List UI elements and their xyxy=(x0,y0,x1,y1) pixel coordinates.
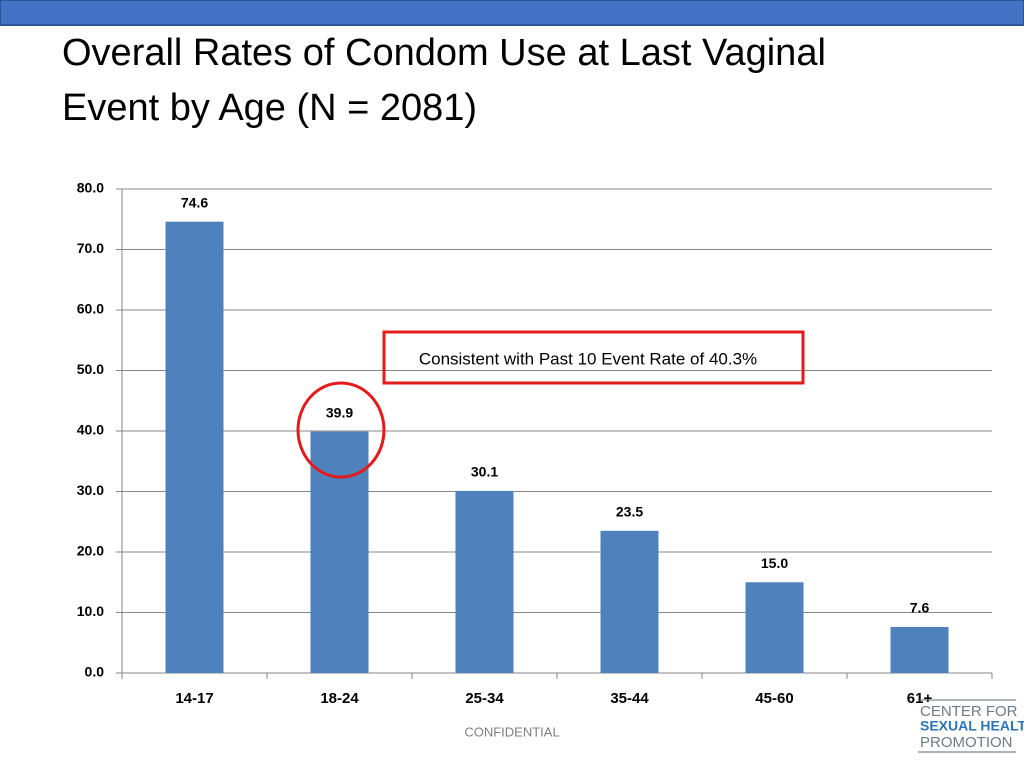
y-tick-label: 0.0 xyxy=(85,664,105,680)
bar xyxy=(745,582,804,673)
logo: CENTER FOR SEXUAL HEALTH PROMOTION xyxy=(918,699,1024,753)
y-tick-label: 20.0 xyxy=(77,543,104,559)
slide-title: Overall Rates of Condom Use at Last Vagi… xyxy=(62,32,826,129)
data-label: 39.9 xyxy=(326,404,353,420)
x-tick-label: 25-34 xyxy=(465,690,504,707)
footer: CONFIDENTIAL xyxy=(464,724,559,739)
bar xyxy=(890,627,949,673)
plot: 0.0 10.0 20.0 30.0 40.0 50.0 60.0 70.0 80.0 14-17… xyxy=(77,180,993,707)
bar xyxy=(455,490,514,673)
data-label: 7.6 xyxy=(910,600,930,616)
y-tick-label: 80.0 xyxy=(77,180,104,196)
title-line: Event by Age (N = 2081) xyxy=(62,87,477,129)
data-label: 23.5 xyxy=(616,504,643,520)
y-tick-label: 30.0 xyxy=(77,482,104,498)
annotation: Consistent with Past 10 Event Rate of 40… xyxy=(419,349,757,368)
data-label: 30.1 xyxy=(471,464,498,480)
annotation-box xyxy=(382,330,805,385)
y-tick-label: 10.0 xyxy=(77,603,104,619)
y-tick-label: 70.0 xyxy=(77,240,104,256)
logo-text: SEXUAL HEALTH xyxy=(920,718,1024,734)
x-tick-label: 35-44 xyxy=(610,690,649,707)
title-line: Overall Rates of Condom Use at Last Vagi… xyxy=(62,32,826,74)
highlight-circle xyxy=(296,381,386,479)
bar xyxy=(600,530,659,673)
y-tick-label: 50.0 xyxy=(77,361,104,377)
x-tick-label: 45-60 xyxy=(755,690,793,707)
x-tick-label: 18-24 xyxy=(320,690,359,707)
x-tick-label: 14-17 xyxy=(175,690,213,707)
logo-text: PROMOTION xyxy=(920,734,1013,751)
data-label: 74.6 xyxy=(181,194,208,210)
bar xyxy=(165,221,224,674)
logo-text: CENTER FOR xyxy=(920,703,1018,720)
top-bar xyxy=(0,0,1024,26)
x-tick-label: 61+ xyxy=(907,690,933,707)
y-tick-label: 60.0 xyxy=(77,301,104,317)
data-label: 15.0 xyxy=(761,555,788,571)
bar xyxy=(310,431,369,673)
y-tick-label: 40.0 xyxy=(77,422,104,438)
